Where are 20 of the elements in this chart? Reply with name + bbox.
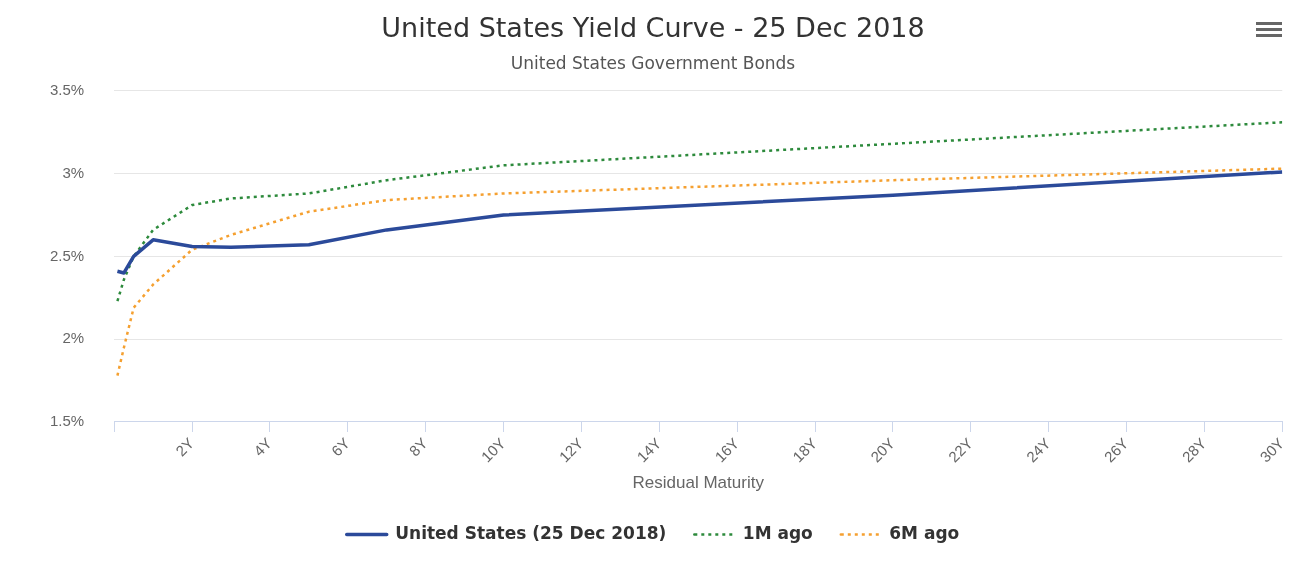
line-series [116, 121, 1283, 303]
legend-label: 6M ago [889, 522, 960, 543]
legend-label: United States (25 Dec 2018) [395, 522, 667, 543]
x-tick-label: 4Y [249, 434, 275, 460]
legend-label: 1M ago [742, 522, 813, 543]
y-tick-label: 3.5% [49, 80, 85, 98]
y-tick-label: 1.5% [49, 412, 85, 430]
x-tick-label: 6Y [327, 434, 353, 460]
y-tick-label: 2% [62, 329, 85, 347]
x-tick-label: 8Y [405, 434, 431, 460]
x-tick-label: 16Y [711, 434, 743, 466]
chart-subtitle: United States Government Bonds [510, 53, 796, 74]
y-tick-label: 3% [62, 163, 85, 181]
x-axis-title: Residual Maturity [632, 473, 765, 493]
y-tick-label: 2.5% [49, 246, 85, 264]
x-tick-label: 2Y [172, 434, 198, 460]
x-tick-label: 30Y [1256, 434, 1288, 466]
line-series [116, 167, 1283, 377]
chart-title: United States Yield Curve - 25 Dec 2018 [381, 12, 925, 44]
x-tick-label: 14Y [633, 434, 665, 466]
